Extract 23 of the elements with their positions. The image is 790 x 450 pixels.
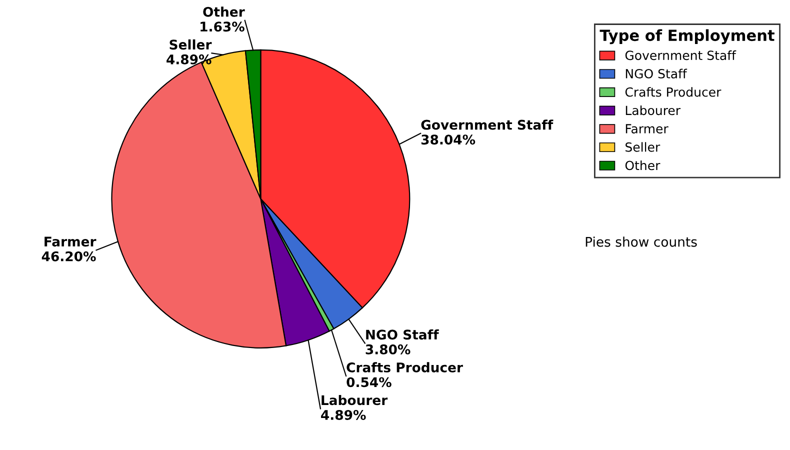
legend-label: Labourer <box>626 105 681 116</box>
legend-label: Seller <box>626 142 660 152</box>
legend-label: Farmer <box>626 124 668 134</box>
legend-label: Crafts Producer <box>625 87 722 97</box>
data-label: 4.89% <box>166 54 212 64</box>
legend-title: Type of Employment <box>600 29 774 44</box>
slice-label: NGO Staff <box>366 329 439 340</box>
slice-label: Seller <box>170 39 212 50</box>
slice-label: Other <box>203 6 245 17</box>
data-label: 4.89% <box>321 410 366 420</box>
text: Pies show counts <box>586 236 697 247</box>
data-label: 1.63% <box>200 22 244 32</box>
data-label: 46.20% <box>42 251 96 262</box>
slice-label: Crafts Producer <box>346 362 463 372</box>
legend-label: NGO Staff <box>626 68 688 78</box>
slice-label: Farmer <box>44 236 96 247</box>
data-label: 38.04% <box>421 134 476 145</box>
legend-label: Other <box>625 160 660 170</box>
data-label: 3.80% <box>366 344 410 354</box>
slice-label: Government Staff <box>421 120 554 130</box>
slice-label: Labourer <box>322 394 388 406</box>
legend-label: Government Staff <box>625 50 736 60</box>
data-label: 0.54% <box>346 377 392 388</box>
